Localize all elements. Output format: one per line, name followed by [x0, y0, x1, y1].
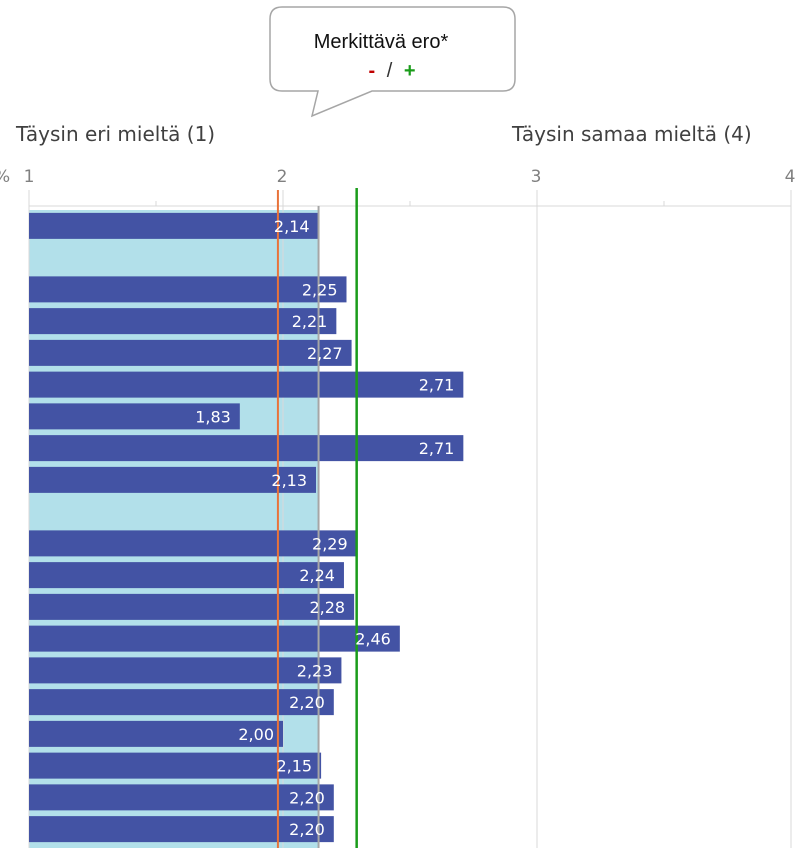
bar [29, 308, 337, 335]
highlight-bands [29, 210, 319, 848]
significance-callout: Merkittävä ero* - / + [269, 6, 516, 118]
bar-label: 2,29 [312, 534, 348, 553]
bar [29, 625, 400, 652]
reference-lines [276, 188, 358, 848]
tick-label: 4 [785, 167, 796, 187]
bar-label: 2,71 [419, 439, 455, 458]
callout-title: Merkittävä ero* [314, 31, 449, 53]
bar [29, 657, 342, 684]
bar [29, 403, 240, 430]
bar-label: 2,21 [292, 312, 328, 331]
callout-plus: + [404, 60, 416, 82]
bar [29, 466, 317, 493]
bar [29, 784, 334, 811]
bar-label: 2,13 [271, 471, 307, 490]
bar-label: 2,46 [355, 630, 391, 649]
bar [29, 339, 352, 366]
bar [29, 593, 355, 620]
callout-minus: - [368, 60, 375, 82]
tick-label: 3 [531, 167, 542, 187]
bar-label: 2,28 [309, 598, 345, 617]
bar [29, 752, 322, 779]
callout-bubble [269, 6, 516, 118]
bar-label: 2,20 [289, 820, 325, 839]
bar-label: 2,14 [274, 217, 310, 236]
x-axis-ticks: 1 2 3 4 [24, 167, 796, 187]
bar [29, 276, 347, 303]
bar-label: 2,15 [276, 757, 312, 776]
bar [29, 371, 464, 398]
bar [29, 212, 319, 239]
scale-left-label: Täysin eri mieltä (1) [15, 122, 215, 146]
bar [29, 689, 334, 716]
bar-label: 2,20 [289, 788, 325, 807]
bar-label: 2,23 [297, 661, 333, 680]
bar [29, 562, 344, 589]
bars [29, 212, 464, 843]
callout-legend: - / + [368, 60, 415, 82]
bar-label: 2,71 [419, 376, 455, 395]
bar-label: 2,00 [238, 725, 274, 744]
bar-label: 2,25 [302, 280, 338, 299]
bar-label: 1,83 [195, 407, 231, 426]
callout-separator: / [387, 60, 393, 82]
bar-label: 2,27 [307, 344, 343, 363]
bar-labels: 2,14 2,25 2,21 2,27 2,71 1,83 2,71 2,13 2,29 2,24… [195, 217, 454, 839]
bar [29, 720, 283, 747]
tick-label: 2 [277, 167, 288, 187]
tick-label: 1 [24, 167, 35, 187]
highlight-band [29, 210, 319, 848]
bar [29, 435, 464, 462]
bar [29, 530, 357, 557]
bar-label: 2,20 [289, 693, 325, 712]
bar-label: 2,24 [299, 566, 335, 585]
scale-right-label: Täysin samaa mieltä (4) [511, 122, 752, 146]
bar [29, 816, 334, 843]
axis-cut-label: % [0, 167, 10, 187]
